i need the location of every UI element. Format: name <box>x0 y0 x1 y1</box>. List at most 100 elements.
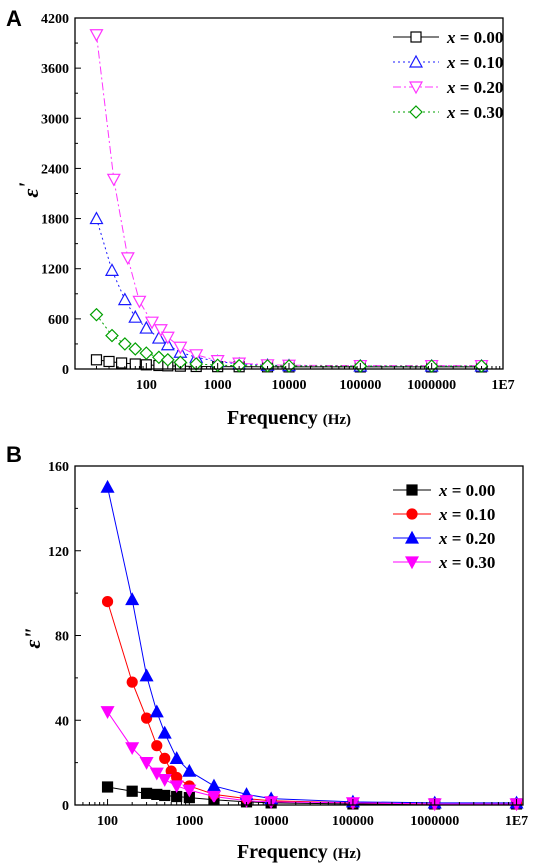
x-tick-label: 1000000 <box>407 378 456 393</box>
y-tick-label: 160 <box>48 460 69 475</box>
data-point <box>182 763 197 777</box>
data-point <box>149 767 164 781</box>
chart-panel-a: A 100 1000 10000 100000 1000000 1E7 0 600 1200 180… <box>6 6 515 429</box>
data-point <box>139 757 154 770</box>
data-point <box>140 787 153 799</box>
legend: x = 0.00 x = 0.10 x = 0.20 x = 0.30 <box>393 481 495 572</box>
y-tick-label: 2400 <box>41 162 69 177</box>
data-point <box>100 479 115 493</box>
data-point <box>157 725 172 739</box>
legend-label-var: x <box>446 78 456 97</box>
series-4 <box>100 706 524 812</box>
data-point <box>106 173 121 187</box>
data-point <box>153 324 168 337</box>
x-axis: 100 1000 10000 100000 1000000 1E7 <box>74 363 515 393</box>
legend-marker <box>410 31 422 43</box>
data-point <box>159 789 171 802</box>
y-axis-title: ε" <box>20 627 45 648</box>
legend-label: x = 0.20 <box>446 78 503 97</box>
data-point <box>173 341 188 355</box>
data-point <box>206 778 221 792</box>
data-point <box>126 785 138 797</box>
legend-label-value: = 0.10 <box>456 53 504 72</box>
legend-label: x = 0.00 <box>438 481 495 500</box>
y-axis: 0 600 1200 1800 2400 3000 3600 4200 <box>41 12 81 378</box>
y-axis-title: ε' <box>14 182 43 197</box>
data-point <box>125 742 140 756</box>
data-point <box>125 592 140 606</box>
data-point <box>189 349 204 363</box>
data-point <box>144 316 159 330</box>
data-point <box>151 740 163 752</box>
data-point <box>105 328 119 343</box>
data-point <box>140 712 153 724</box>
x-tick-label: 100 <box>97 814 118 829</box>
y-tick-label: 3000 <box>41 112 69 127</box>
y-tick-label: 600 <box>48 313 69 328</box>
series-line <box>95 218 482 367</box>
legend-label-var: x <box>446 53 456 72</box>
x-axis-unit: (Hz) <box>323 412 351 428</box>
data-point <box>139 668 154 682</box>
x-axis-title-text: Frequency <box>237 841 333 863</box>
series-3 <box>89 29 489 373</box>
legend-label: x = 0.00 <box>446 28 503 47</box>
y-axis: 0 40 80 120 160 <box>48 460 81 814</box>
data-point <box>120 252 135 266</box>
series-2 <box>89 211 489 372</box>
x-axis-title: Frequency (Hz) <box>237 841 361 863</box>
y-tick-label: 0 <box>62 799 69 814</box>
legend-label-value: = 0.10 <box>448 505 496 524</box>
data-point <box>169 751 184 764</box>
data-point <box>104 263 119 276</box>
data-point <box>139 320 154 334</box>
x-tick-label: 100 <box>136 378 157 393</box>
legend-label-value: = 0.30 <box>448 553 496 572</box>
legend-label: x = 0.30 <box>446 103 503 122</box>
x-tick-label: 1000 <box>175 814 203 829</box>
data-point <box>159 752 171 764</box>
y-tick-label: 80 <box>55 630 69 645</box>
data-point <box>103 355 115 368</box>
data-point <box>89 307 104 322</box>
chart-panel-b: B 100 1000 10000 100000 1000000 1E7 0 40 80 120 160… <box>6 442 528 863</box>
legend-marker <box>404 530 420 544</box>
legend-label-value: = 0.20 <box>456 78 504 97</box>
data-point <box>239 795 254 809</box>
data-point <box>160 352 175 367</box>
y-axis-title-prime: ' <box>14 182 39 188</box>
y-tick-label: 4200 <box>41 12 69 27</box>
legend-label-value: = 0.00 <box>448 481 496 500</box>
data-point <box>157 773 172 787</box>
legend-marker <box>406 484 418 496</box>
legend-marker <box>409 105 423 119</box>
data-point <box>151 330 166 344</box>
legend-label: x = 0.30 <box>438 553 495 572</box>
series-line <box>96 359 482 368</box>
data-point <box>189 357 204 371</box>
series-line <box>95 34 482 367</box>
legend-marker <box>408 54 424 68</box>
data-point <box>169 780 184 794</box>
legend-label-var: x <box>438 481 448 500</box>
data-point <box>101 781 114 793</box>
data-point <box>149 704 164 718</box>
legend-marker <box>404 556 420 570</box>
x-tick-label: 1000000 <box>410 814 459 829</box>
y-tick-label: 0 <box>62 363 69 378</box>
panel-label: B <box>6 442 22 467</box>
data-point <box>128 309 143 323</box>
data-point <box>101 595 114 608</box>
legend-label-value: = 0.00 <box>456 28 504 47</box>
y-tick-label: 3600 <box>41 62 69 77</box>
legend-label: x = 0.10 <box>438 505 495 524</box>
x-axis: 100 1000 10000 100000 1000000 1E7 <box>74 799 528 829</box>
legend-label-value: = 0.30 <box>456 103 504 122</box>
data-point <box>118 337 132 351</box>
data-point <box>117 292 132 306</box>
data-point <box>90 354 103 366</box>
legend: x = 0.00x = 0.10x = 0.20x = 0.30 <box>393 28 503 122</box>
y-tick-label: 1800 <box>41 213 69 228</box>
y-axis-title-symbol: ε <box>18 189 43 198</box>
legend-label-value: = 0.20 <box>448 529 496 548</box>
